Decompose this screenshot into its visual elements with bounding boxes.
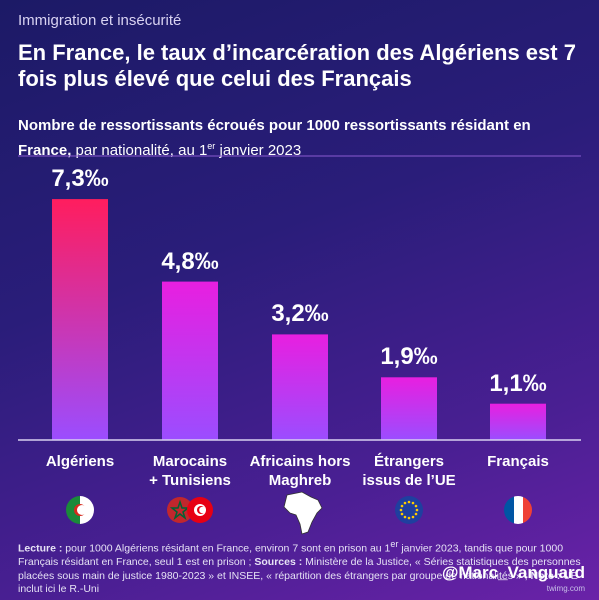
bars [52, 199, 546, 440]
africa-map [283, 491, 323, 535]
chart-title: En France, le taux d’incarcération des A… [18, 40, 576, 91]
flag-morocco [167, 497, 193, 523]
footnote: Lecture : pour 1000 Algériens résidant e… [18, 538, 588, 597]
x-tick-label: Français [487, 453, 549, 470]
footnote-part: Sources : [254, 556, 303, 568]
subtitle-part: par nationalité, au 1 [71, 142, 208, 159]
handle: @Marc_Vanguard [441, 563, 585, 582]
x-tick-label: Africains hors Maghreb [249, 453, 351, 489]
value-label: 7,3‰ [51, 165, 109, 193]
bar [162, 281, 218, 440]
x-tick-label: Algériens [45, 453, 115, 470]
x-tick-label: Étrangers issus de l’UE [362, 453, 456, 489]
source-site: twimg.com [546, 584, 585, 593]
kicker: Immigration et insécurité [18, 12, 182, 29]
value-label: 4,8‰ [161, 247, 219, 275]
footnote-part: UE inclut ici le R.-Uni [18, 569, 578, 596]
value-label: 1,1‰ [489, 369, 547, 397]
bar [381, 377, 437, 440]
bar [490, 403, 546, 440]
footnote-part: Note : [530, 569, 561, 582]
subtitle-part: er [207, 141, 216, 151]
flag-eu [395, 496, 423, 524]
bar [52, 199, 108, 440]
flags [66, 491, 532, 535]
flag-algeria [66, 496, 94, 524]
footnote-part: pour 1000 Algériens résidant en France, … [62, 542, 391, 555]
subtitle: Nombre de ressortissants écroués pour 10… [18, 116, 588, 161]
subtitle-part: Nombre de ressortissants écroués pour 10… [18, 117, 531, 159]
footnote-part: janvier 2023, tandis que pour 1000 Franç… [18, 542, 564, 569]
value-label: 3,2‰ [271, 300, 329, 328]
footnote-part: Ministère de la Justice, « Séries statis… [18, 556, 581, 582]
footnote-part: er [390, 539, 399, 549]
bar [272, 334, 328, 440]
value-label: 1,9‰ [380, 343, 438, 371]
flag-france [504, 496, 532, 524]
x-tick-label: Marocains + Tunisiens [149, 453, 231, 489]
footnote-part: Lecture : [18, 542, 63, 555]
subtitle-part: janvier 2023 [215, 142, 302, 159]
